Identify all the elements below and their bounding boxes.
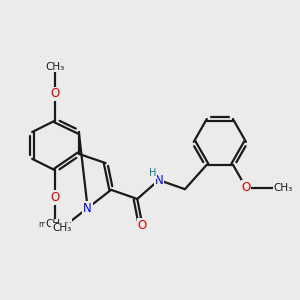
Text: O: O bbox=[241, 181, 250, 194]
Text: CH₃: CH₃ bbox=[45, 62, 64, 72]
Text: CH₃: CH₃ bbox=[273, 182, 292, 193]
Text: N: N bbox=[83, 202, 92, 214]
Text: N: N bbox=[154, 173, 163, 187]
Text: O: O bbox=[138, 219, 147, 232]
Text: methoxy: methoxy bbox=[38, 220, 72, 229]
Text: CH₃: CH₃ bbox=[52, 223, 71, 233]
Text: O: O bbox=[50, 191, 60, 204]
Text: O: O bbox=[50, 87, 60, 101]
Text: H: H bbox=[149, 168, 157, 178]
Text: CH₃: CH₃ bbox=[45, 219, 64, 230]
